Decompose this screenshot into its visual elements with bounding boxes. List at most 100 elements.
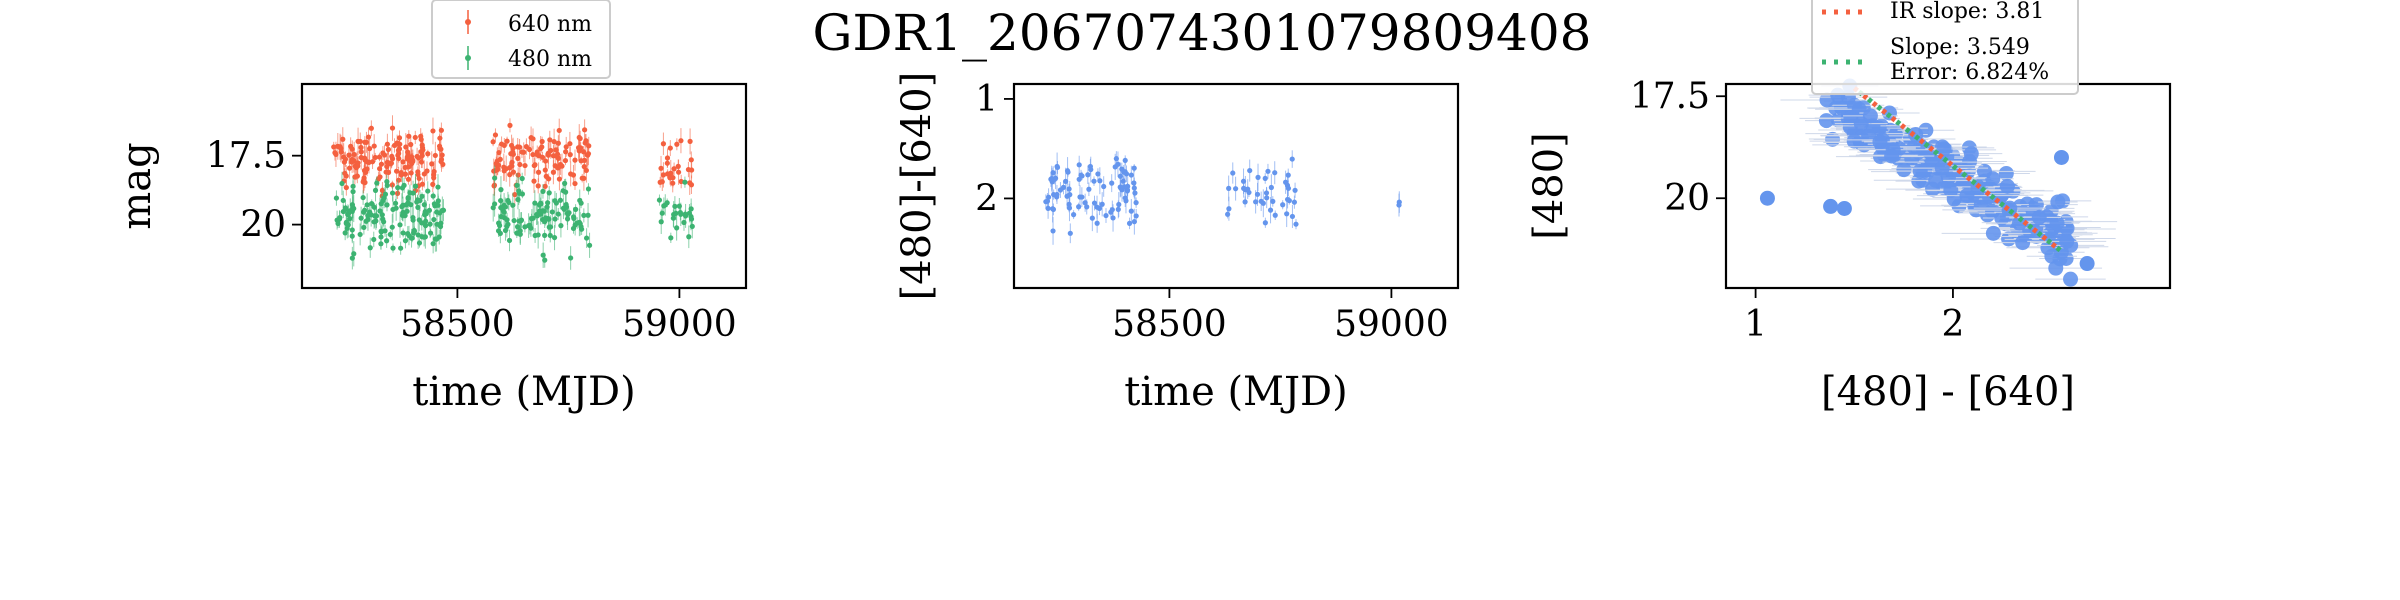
color-curve-point	[1253, 199, 1259, 205]
light-curve-point	[425, 151, 431, 157]
light-curve-point	[682, 179, 688, 185]
light-curve-point	[519, 149, 525, 155]
light-curve-xtick-label: 59000	[622, 304, 737, 345]
light-curve-point	[585, 212, 591, 218]
light-curve-point	[427, 221, 433, 227]
light-curve-point	[411, 227, 417, 234]
light-curve-point	[399, 204, 405, 210]
light-curve-point	[542, 232, 548, 238]
light-curve-point	[332, 150, 338, 156]
light-curve-point	[339, 180, 345, 187]
fit-slope-line	[1852, 86, 2064, 254]
light-curve-point	[559, 163, 565, 169]
color-curve-point	[1077, 194, 1083, 200]
light-curve-point	[517, 231, 523, 237]
light-curve-point	[550, 153, 557, 159]
color-curve-point	[1064, 168, 1071, 174]
color-curve-point	[1091, 178, 1097, 184]
light-curve-point	[404, 154, 411, 160]
color-magnitude-ylabel: [480]	[1526, 132, 1572, 240]
light-curve-point	[572, 157, 578, 163]
light-curve-point	[385, 160, 391, 166]
color-magnitude-point	[1985, 171, 2001, 187]
legend-ir-slope-label: IR slope: 3.81	[1890, 0, 2044, 24]
color-curve-ytick-label: 2	[975, 178, 998, 219]
light-curve-point	[675, 169, 682, 175]
light-curve-point	[415, 169, 421, 175]
light-curve-point	[567, 141, 573, 147]
color-curve-point	[1396, 202, 1402, 208]
light-curve-point	[402, 171, 409, 177]
light-curve-point	[575, 145, 582, 151]
light-curve-point	[358, 215, 364, 221]
light-curve-point	[435, 198, 441, 204]
light-curve-point	[399, 185, 406, 191]
color-magnitude-point	[1928, 172, 1944, 188]
color-curve-point	[1101, 183, 1107, 190]
color-curve-point	[1109, 207, 1115, 213]
color-curve-point	[1063, 178, 1069, 184]
light-curve-point	[526, 146, 533, 153]
light-curve-point	[362, 155, 368, 161]
color-curve-point	[1260, 200, 1266, 206]
light-curve-point	[378, 161, 385, 167]
light-curve-point	[349, 146, 355, 152]
color-curve-point	[1131, 185, 1137, 191]
color-magnitude-point	[2040, 240, 2056, 256]
color-magnitude-xlabel: [480] - [640]	[1821, 369, 2075, 415]
light-curve-point	[389, 190, 396, 196]
light-curve-point	[425, 188, 431, 194]
light-curve-point	[364, 166, 370, 172]
light-curve-point	[405, 200, 411, 206]
light-curve-point	[546, 176, 552, 182]
light-curve-point	[556, 127, 562, 134]
color-curve-xlabel: time (MJD)	[1124, 369, 1347, 415]
legend-marker-640	[465, 10, 471, 34]
color-magnitude-outlier-point	[2079, 256, 2095, 272]
legend-fit-slope-label: Slope: 3.549	[1890, 35, 2030, 60]
light-curve-point	[670, 175, 676, 181]
light-curve-point	[392, 200, 399, 206]
light-curve-point	[553, 147, 559, 153]
light-curve-point	[540, 208, 546, 214]
light-curve-point	[507, 172, 513, 178]
light-curve-point	[674, 141, 680, 147]
light-curve-point	[377, 166, 383, 172]
color-magnitude-point	[2063, 271, 2079, 287]
light-curve-point	[372, 187, 379, 193]
light-curve-point	[577, 197, 583, 204]
light-curve-point	[546, 224, 552, 230]
color-curve-point	[1233, 186, 1239, 192]
light-curve-point	[414, 197, 421, 203]
light-curve-point	[560, 188, 566, 194]
light-curve-point	[415, 232, 421, 238]
color-curve-point	[1293, 221, 1299, 227]
light-curve-point	[574, 220, 580, 226]
light-curve-point	[331, 144, 337, 150]
light-curve-point	[671, 166, 677, 172]
light-curve-point	[678, 138, 684, 144]
light-curve-point	[419, 193, 425, 199]
light-curve-point	[552, 216, 558, 222]
light-curve-point	[363, 139, 370, 145]
light-curve-point	[382, 191, 389, 197]
light-curve-xtick-label: 58500	[400, 304, 515, 345]
color-curve-point	[1285, 172, 1291, 178]
color-curve-point	[1284, 196, 1291, 203]
light-curve-point	[514, 224, 521, 230]
light-curve-point	[492, 175, 498, 181]
color-magnitude-ytick-label: 17.5	[1630, 76, 1710, 117]
light-curve-point	[555, 211, 561, 217]
light-curve-point	[346, 152, 352, 158]
color-curve-point	[1131, 219, 1137, 225]
light-curve-point	[549, 209, 555, 215]
color-curve-point	[1045, 205, 1051, 211]
light-curve-point	[408, 141, 414, 148]
color-magnitude-xtick-label: 1	[1744, 304, 1767, 345]
light-curve-point	[408, 235, 415, 241]
color-curve-point	[1226, 185, 1232, 191]
light-curve-point	[410, 215, 416, 221]
color-curve-point	[1097, 178, 1103, 184]
